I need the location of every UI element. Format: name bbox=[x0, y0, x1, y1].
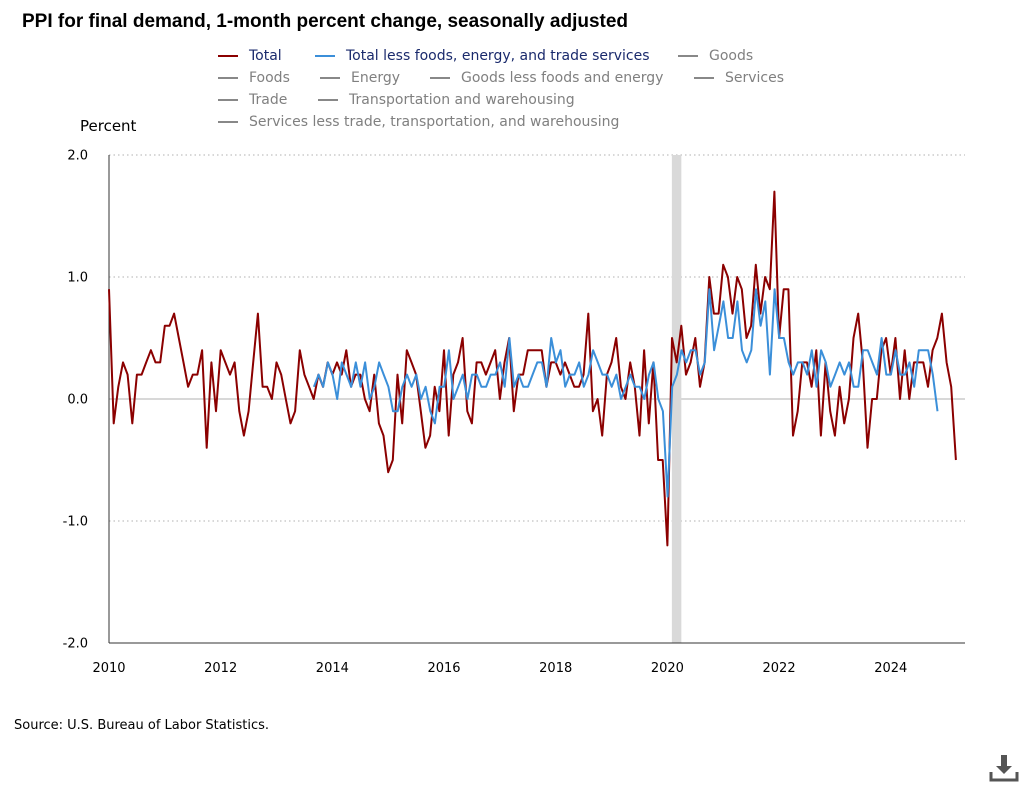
legend-swatch bbox=[430, 77, 450, 79]
legend-swatch bbox=[315, 55, 335, 57]
source-note: Source: U.S. Bureau of Labor Statistics. bbox=[14, 718, 269, 733]
x-tick-label: 2012 bbox=[204, 661, 237, 676]
legend-item-goods-less-foods-energy[interactable]: Goods less foods and energy bbox=[430, 70, 663, 86]
chart-plot: 2.0 1.0 0.0 -1.0 -2.0 2010 2012 2014 2016 2018 202… bbox=[63, 149, 965, 677]
legend-item-total-less-foods-energy-trade[interactable]: Total less foods, energy, and trade serv… bbox=[315, 48, 650, 64]
y-tick-label: -1.0 bbox=[63, 515, 88, 530]
x-tick-label: 2010 bbox=[92, 661, 125, 676]
legend-label: Energy bbox=[351, 70, 401, 86]
legend-label: Foods bbox=[249, 70, 290, 86]
chart-title: PPI for final demand, 1-month percent ch… bbox=[22, 11, 629, 32]
grid-layer bbox=[109, 154, 965, 522]
legend-item-foods[interactable]: Foods bbox=[218, 70, 290, 86]
x-tick-label: 2022 bbox=[763, 661, 796, 676]
x-tick-label: 2016 bbox=[427, 661, 460, 676]
y-tick-label: 2.0 bbox=[67, 149, 88, 164]
legend-label: Goods bbox=[709, 48, 754, 64]
series-line-total-less-foods-energy-trade bbox=[312, 288, 939, 498]
legend-item-goods[interactable]: Goods bbox=[678, 48, 753, 64]
legend-label: Goods less foods and energy bbox=[461, 70, 664, 86]
x-tick-label: 2014 bbox=[316, 661, 349, 676]
legend-item-transportation-warehousing[interactable]: Transportation and warehousing bbox=[318, 92, 575, 108]
legend-label: Services bbox=[725, 70, 785, 86]
legend-swatch bbox=[218, 55, 238, 57]
recession-shading bbox=[671, 155, 682, 643]
y-tick-label: -2.0 bbox=[63, 637, 88, 652]
y-tick-label: 0.0 bbox=[67, 393, 88, 408]
legend-item-energy[interactable]: Energy bbox=[320, 70, 400, 86]
y-axis-label: Percent bbox=[80, 117, 137, 135]
legend-label: Trade bbox=[249, 92, 288, 108]
legend-item-services[interactable]: Services bbox=[694, 70, 784, 86]
y-tick-label: 1.0 bbox=[67, 271, 88, 286]
series-layer bbox=[108, 190, 957, 547]
x-tick-label: 2024 bbox=[874, 661, 907, 676]
legend-item-trade[interactable]: Trade bbox=[218, 92, 287, 108]
legend-swatch bbox=[694, 77, 714, 79]
download-icon[interactable] bbox=[988, 752, 1020, 784]
legend-swatch bbox=[218, 99, 238, 101]
download-arrow-icon bbox=[989, 755, 1019, 782]
legend-label: Total bbox=[249, 48, 282, 64]
legend-swatch bbox=[218, 77, 238, 79]
legend-label: Transportation and warehousing bbox=[349, 92, 575, 108]
axis-layer bbox=[108, 155, 965, 644]
legend-swatch bbox=[320, 77, 340, 79]
legend-label: Services less trade, transportation, and… bbox=[249, 114, 620, 130]
legend-item-services-less-trade-transportation[interactable]: Services less trade, transportation, and… bbox=[218, 114, 619, 130]
legend-swatch bbox=[218, 121, 238, 123]
series-line-total bbox=[108, 190, 957, 547]
legend-swatch bbox=[678, 55, 698, 57]
recession-shading-layer bbox=[671, 155, 682, 643]
x-tick-label: 2020 bbox=[651, 661, 684, 676]
legend-item-total[interactable]: Total bbox=[218, 48, 282, 64]
x-tick-label: 2018 bbox=[539, 661, 572, 676]
tick-label-layer: 2.0 1.0 0.0 -1.0 -2.0 2010 2012 2014 2016 2018 202… bbox=[63, 149, 908, 677]
legend-swatch bbox=[318, 99, 338, 101]
legend-label: Total less foods, energy, and trade serv… bbox=[346, 48, 650, 64]
